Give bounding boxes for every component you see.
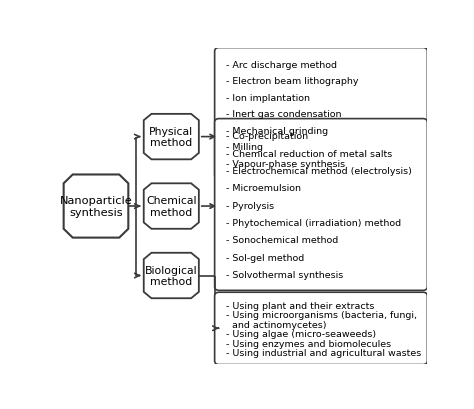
Text: - Co-precipitation: - Co-precipitation <box>226 132 308 141</box>
Text: Nanoparticle
synthesis: Nanoparticle synthesis <box>60 196 132 217</box>
Text: Physical
method: Physical method <box>149 126 193 148</box>
Text: - Mechanical grinding: - Mechanical grinding <box>226 126 328 135</box>
Text: - Chemical reduction of metal salts: - Chemical reduction of metal salts <box>226 149 392 158</box>
Polygon shape <box>144 253 199 299</box>
Text: - Electron beam lithography: - Electron beam lithography <box>226 77 358 86</box>
Text: - Sol-gel method: - Sol-gel method <box>226 253 304 262</box>
Text: - Using microorganisms (bacteria, fungi,: - Using microorganisms (bacteria, fungi, <box>226 311 417 320</box>
Text: - Ion implantation: - Ion implantation <box>226 94 310 103</box>
Text: - Using algae (micro-seaweeds): - Using algae (micro-seaweeds) <box>226 330 376 339</box>
Text: - Sonochemical method: - Sonochemical method <box>226 236 338 245</box>
Polygon shape <box>144 184 199 229</box>
Text: Chemical
method: Chemical method <box>146 196 197 217</box>
Text: - Using industrial and agricultural wastes: - Using industrial and agricultural wast… <box>226 348 421 357</box>
Text: - Using enzymes and biomolecules: - Using enzymes and biomolecules <box>226 339 391 348</box>
Text: - Solvothermal synthesis: - Solvothermal synthesis <box>226 270 343 279</box>
Text: - Phytochemical (irradiation) method: - Phytochemical (irradiation) method <box>226 218 401 227</box>
Text: and actinomycetes): and actinomycetes) <box>226 320 326 329</box>
Text: - Pyrolysis: - Pyrolysis <box>226 201 274 210</box>
FancyBboxPatch shape <box>215 119 428 291</box>
Text: - Electrochemical method (electrolysis): - Electrochemical method (electrolysis) <box>226 166 411 175</box>
Text: - Microemulsion: - Microemulsion <box>226 184 301 193</box>
Text: - Inert gas condensation: - Inert gas condensation <box>226 110 341 119</box>
Text: Biological
method: Biological method <box>145 265 198 287</box>
Polygon shape <box>144 115 199 160</box>
FancyBboxPatch shape <box>215 292 428 365</box>
Text: - Milling: - Milling <box>226 143 263 152</box>
Polygon shape <box>64 175 128 238</box>
FancyBboxPatch shape <box>215 48 428 179</box>
Text: - Arc discharge method: - Arc discharge method <box>226 61 337 70</box>
Text: - Vapour-phase synthesis: - Vapour-phase synthesis <box>226 159 345 168</box>
Text: - Using plant and their extracts: - Using plant and their extracts <box>226 301 374 310</box>
